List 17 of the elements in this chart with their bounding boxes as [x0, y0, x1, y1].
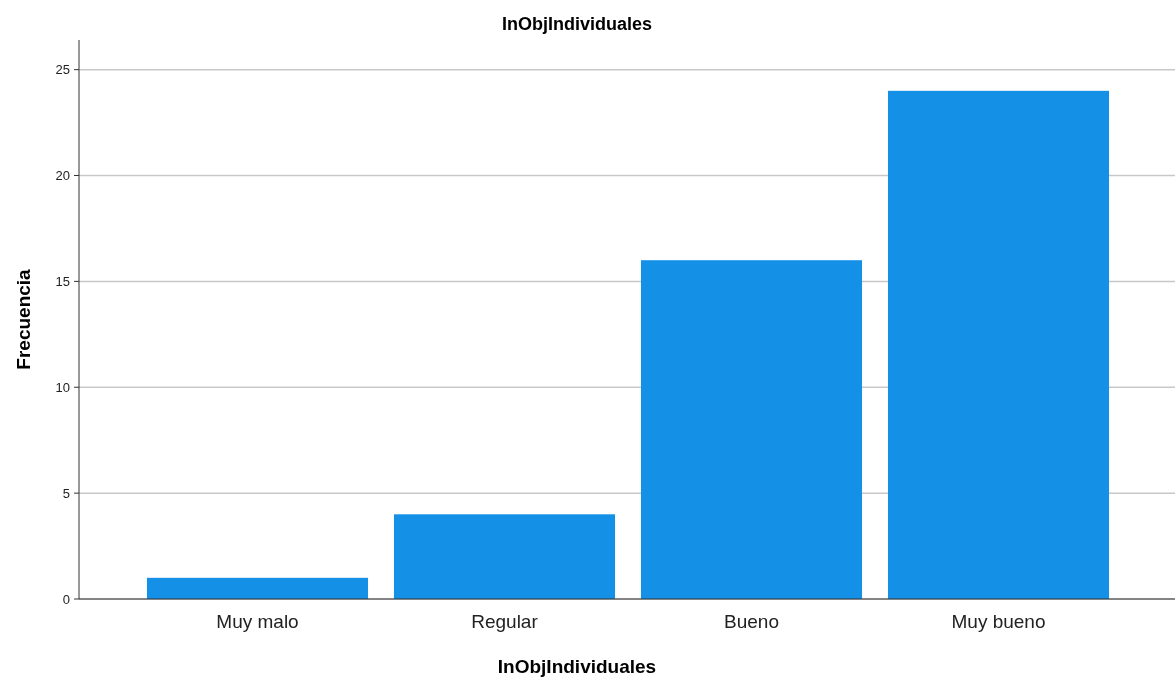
y-axis-title: Frecuencia: [13, 268, 34, 370]
x-tick-label: Regular: [471, 611, 539, 632]
y-tick-label: 15: [55, 273, 70, 289]
y-tick-label: 0: [62, 591, 70, 607]
y-tick-label: 25: [55, 62, 70, 78]
y-tick-label: 20: [55, 168, 70, 184]
bar: [146, 577, 369, 599]
chart-title: InObjIndividuales: [501, 14, 653, 34]
x-axis-title: InObjIndividuales: [497, 656, 657, 677]
x-tick-label: Bueno: [724, 611, 779, 632]
x-tick-label: Muy malo: [216, 611, 299, 632]
bar: [640, 260, 863, 599]
bar: [887, 90, 1110, 599]
bar: [393, 514, 616, 599]
x-tick-label: Muy bueno: [951, 611, 1046, 632]
y-tick-label: 5: [62, 485, 70, 501]
y-tick-label: 10: [55, 379, 70, 395]
